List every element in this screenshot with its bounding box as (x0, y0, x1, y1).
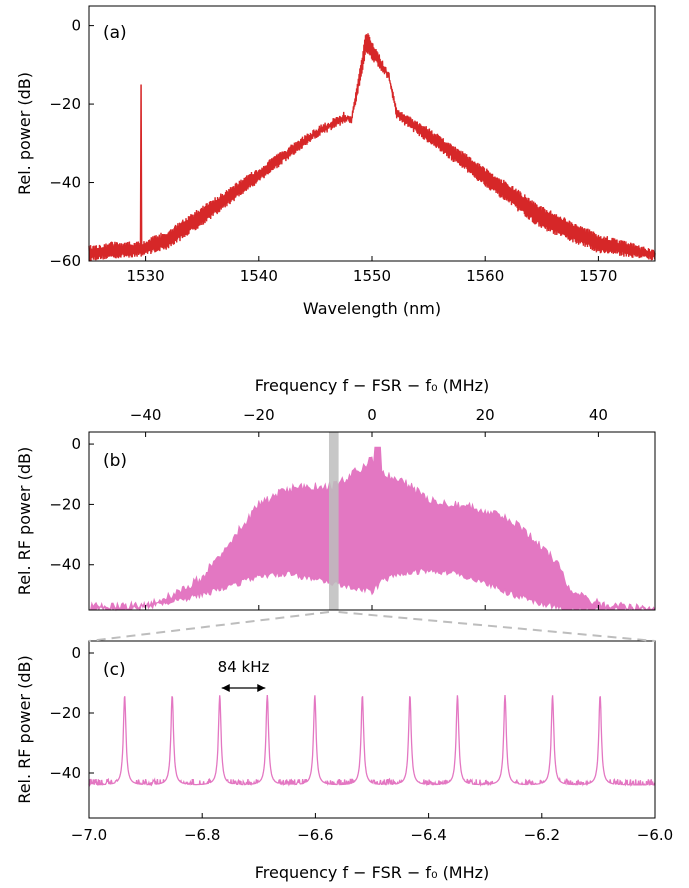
panel-b-rf-spectrum-plot: −40 −20 0 20 40 −40 −20 0 Frequency f − FSR − f₀… (15, 376, 656, 612)
panel-c-rf-zoom-plot: −7.0 −6.8 −6.6 −6.4 −6.2 −6.0 −40 −20 0 Frequency… (15, 640, 673, 882)
panel-a-xlabel: Wavelength (nm) (303, 299, 441, 318)
zoom-guides (88, 611, 656, 642)
panel-a-ytick-label: −60 (49, 252, 81, 270)
panel-b-xtick-label: 20 (476, 406, 495, 424)
panel-b-ytick-label: −40 (49, 556, 81, 574)
panel-c-ytick-label: −40 (49, 764, 81, 782)
panel-a-ytick-label: −40 (49, 174, 81, 192)
panel-b-xlabel: Frequency f − FSR − f₀ (MHz) (255, 376, 490, 395)
panel-a-spectrum-trace (88, 33, 656, 261)
panel-c-xtick-label: −7.0 (71, 826, 107, 844)
panel-a-xtick-label: 1570 (579, 267, 617, 285)
panel-b-xtick-label: −20 (243, 406, 275, 424)
panel-c-xtick-label: −6.2 (524, 826, 560, 844)
panel-a-ytick-label: 0 (71, 17, 81, 35)
panel-b-highlight-band (328, 432, 339, 610)
panel-c-xtick-label: −6.0 (637, 826, 673, 844)
panel-c-ylabel: Rel. RF power (dB) (15, 655, 34, 803)
panel-a-spectrum-plot: 1530 1540 1550 1560 1570 −60 −40 −20 0 Wavelength… (15, 5, 656, 318)
panel-a-ytick-label: −20 (49, 95, 81, 113)
panel-b-label: (b) (103, 451, 127, 471)
panel-c-xtick-label: −6.8 (184, 826, 220, 844)
panel-c-comb-trace (88, 694, 656, 788)
zoom-guide-left (88, 611, 330, 642)
panel-b-xtick-label: 40 (589, 406, 608, 424)
panel-a-xtick-label: 1540 (240, 267, 278, 285)
panel-a-label: (a) (103, 23, 127, 43)
zoom-guide-right (338, 611, 656, 642)
panel-b-ytick-label: −20 (49, 495, 81, 513)
panel-a-xtick-label: 1550 (353, 267, 391, 285)
panel-c-arrowhead-right (257, 684, 266, 692)
panel-c-spacing-annotation: 84 kHz (218, 658, 270, 676)
panel-c-ytick-label: 0 (71, 644, 81, 662)
panel-a-pump-spike (139, 84, 143, 246)
panel-c-frame (88, 640, 656, 819)
panel-b-ytick-label: 0 (71, 435, 81, 453)
panel-b-rf-spectrum-area (89, 446, 656, 612)
panel-c-ytick-label: −20 (49, 704, 81, 722)
panel-b-xtick-label: −40 (130, 406, 162, 424)
panel-b-ylabel: Rel. RF power (dB) (15, 447, 34, 595)
panel-a-xtick-label: 1530 (127, 267, 165, 285)
panel-c-xlabel: Frequency f − FSR − f₀ (MHz) (255, 863, 490, 882)
panel-a-ylabel: Rel. power (dB) (15, 72, 34, 195)
panel-a-xtick-label: 1560 (466, 267, 504, 285)
panel-c-xtick-label: −6.4 (410, 826, 446, 844)
panel-c-xtick-label: −6.6 (297, 826, 333, 844)
panel-c-arrowhead-left (221, 684, 230, 692)
panel-c-label: (c) (103, 660, 126, 680)
panel-b-xtick-label: 0 (367, 406, 377, 424)
